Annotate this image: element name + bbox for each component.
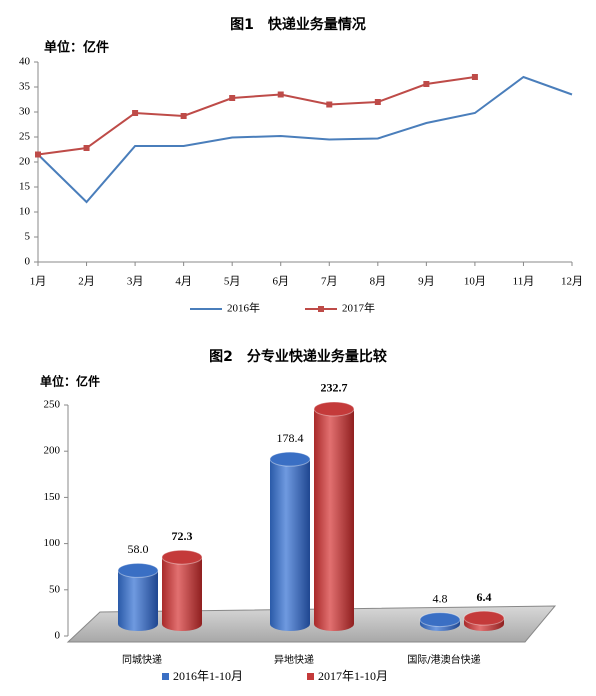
x-tick-label: 8月	[370, 276, 387, 288]
y-tick-label: 0	[55, 630, 61, 642]
y-tick-label: 100	[44, 537, 61, 549]
cylinder-top	[161, 549, 203, 565]
y-tick-label: 0	[25, 256, 31, 268]
x-tick-label: 11月	[513, 276, 535, 288]
x-tick-label: 7月	[321, 276, 338, 288]
chart-title: 图2 分专业快递业务量比较	[209, 348, 387, 365]
x-tick-label: 6月	[272, 276, 289, 288]
marker	[326, 101, 333, 108]
cylinder	[162, 557, 202, 631]
x-tick-label: 同城快递	[122, 653, 162, 666]
marker	[83, 145, 90, 151]
cylinder	[118, 570, 158, 631]
y-tick-label: 5	[25, 231, 31, 243]
cylinder-top	[269, 451, 311, 467]
x-tick-label: 9月	[418, 276, 435, 288]
marker	[374, 99, 381, 105]
y-tick-label: 10	[19, 206, 31, 218]
x-tick-label: 5月	[224, 276, 241, 288]
cylinder	[314, 408, 354, 631]
legend-label: 2016年1-10月	[173, 669, 243, 683]
value-label: 232.7	[321, 381, 348, 395]
marker	[471, 74, 478, 80]
y-tick-label: 250	[44, 399, 61, 411]
y-tick-label: 20	[19, 156, 31, 168]
line	[37, 75, 573, 204]
unit-label: 单位：亿件	[40, 374, 100, 389]
marker	[132, 110, 139, 116]
cylinder-top	[117, 562, 159, 578]
value-label: 58.0	[128, 542, 149, 556]
value-label: 72.3	[172, 529, 193, 543]
x-tick-label: 12月	[561, 276, 583, 288]
line	[37, 76, 476, 156]
cylinder	[270, 459, 310, 631]
y-tick-label: 40	[19, 56, 31, 68]
value-label: 4.8	[433, 591, 448, 605]
cylinder-top	[313, 401, 355, 417]
y-tick-label: 25	[19, 131, 31, 143]
y-tick-label: 35	[19, 81, 31, 93]
unit-label: 单位：亿件	[44, 40, 109, 56]
x-tick-label: 10月	[464, 276, 486, 288]
y-tick-label: 50	[49, 583, 61, 595]
legend-label: 2017年	[342, 301, 375, 315]
x-tick-label: 4月	[175, 276, 192, 288]
value-label: 178.4	[277, 431, 304, 445]
chart-title: 图1 快递业务量情况	[230, 16, 366, 33]
x-tick-label: 3月	[127, 276, 144, 288]
y-tick-label: 30	[19, 106, 31, 118]
marker	[277, 91, 284, 98]
y-tick-label: 15	[19, 181, 31, 193]
x-tick-label: 1月	[30, 276, 47, 288]
x-tick-label: 异地快递	[274, 653, 314, 666]
legend-marker	[318, 306, 324, 312]
legend-swatch	[307, 673, 314, 680]
x-tick-label: 2月	[78, 276, 95, 288]
y-tick-label: 200	[44, 445, 61, 457]
legend-label: 2017年1-10月	[318, 669, 388, 683]
x-tick-label: 国际/港澳台快递	[407, 653, 480, 666]
value-label: 6.4	[477, 590, 492, 604]
cylinder-top	[419, 612, 461, 628]
marker	[229, 95, 236, 101]
cylinder-top	[463, 610, 505, 626]
legend-label: 2016年	[227, 301, 260, 315]
legend-swatch	[162, 673, 169, 680]
y-tick-label: 150	[44, 491, 61, 503]
marker	[35, 151, 41, 158]
marker	[180, 113, 187, 119]
marker	[423, 81, 430, 87]
